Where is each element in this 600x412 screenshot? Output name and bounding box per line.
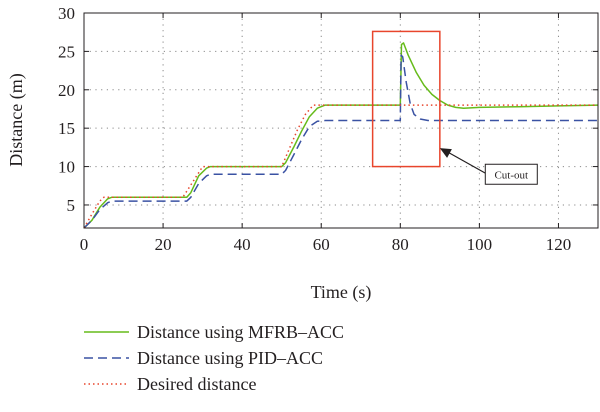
series-line-1	[83, 42, 599, 229]
annotation-layer: Cut-out	[371, 30, 538, 185]
legend-label-1: Distance using MFRB–ACC	[137, 322, 344, 342]
cutout-label-box	[484, 163, 538, 185]
legend-label-3: Desired distance	[137, 374, 256, 394]
plot-frame	[83, 12, 599, 229]
x-tick-label: 0	[80, 235, 89, 254]
y-tick-label: 30	[58, 4, 75, 23]
cutout-arrow-head	[439, 148, 452, 158]
y-tick-label: 15	[58, 119, 75, 138]
y-tick-label: 5	[67, 196, 76, 215]
y-tick-label: 20	[58, 81, 75, 100]
axis-ticks: 0 20 40 60 80 100 120 5 10 15 20 25 30	[58, 4, 598, 254]
y-tick-label: 10	[58, 158, 75, 177]
y-axis-title: Distance (m)	[6, 73, 27, 166]
x-axis-title: Time (s)	[311, 282, 372, 303]
cutout-label: Cut-out	[494, 169, 528, 181]
series-line-3	[83, 104, 598, 229]
series-line-2	[83, 54, 598, 229]
x-tick-label: 40	[234, 235, 251, 254]
legend-label-2: Distance using PID–ACC	[137, 348, 323, 368]
x-tick-label: 100	[467, 235, 493, 254]
legend: Distance using MFRB–ACC Distance using PI…	[84, 322, 344, 394]
y-tick-label: 25	[58, 42, 75, 61]
x-tick-label: 60	[313, 235, 330, 254]
x-tick-label: 20	[155, 235, 172, 254]
cutout-arrow-shaft	[447, 151, 488, 175]
cutout-box	[371, 30, 441, 168]
x-tick-label: 120	[546, 235, 572, 254]
x-tick-label: 80	[392, 235, 409, 254]
plot-area	[83, 42, 599, 229]
